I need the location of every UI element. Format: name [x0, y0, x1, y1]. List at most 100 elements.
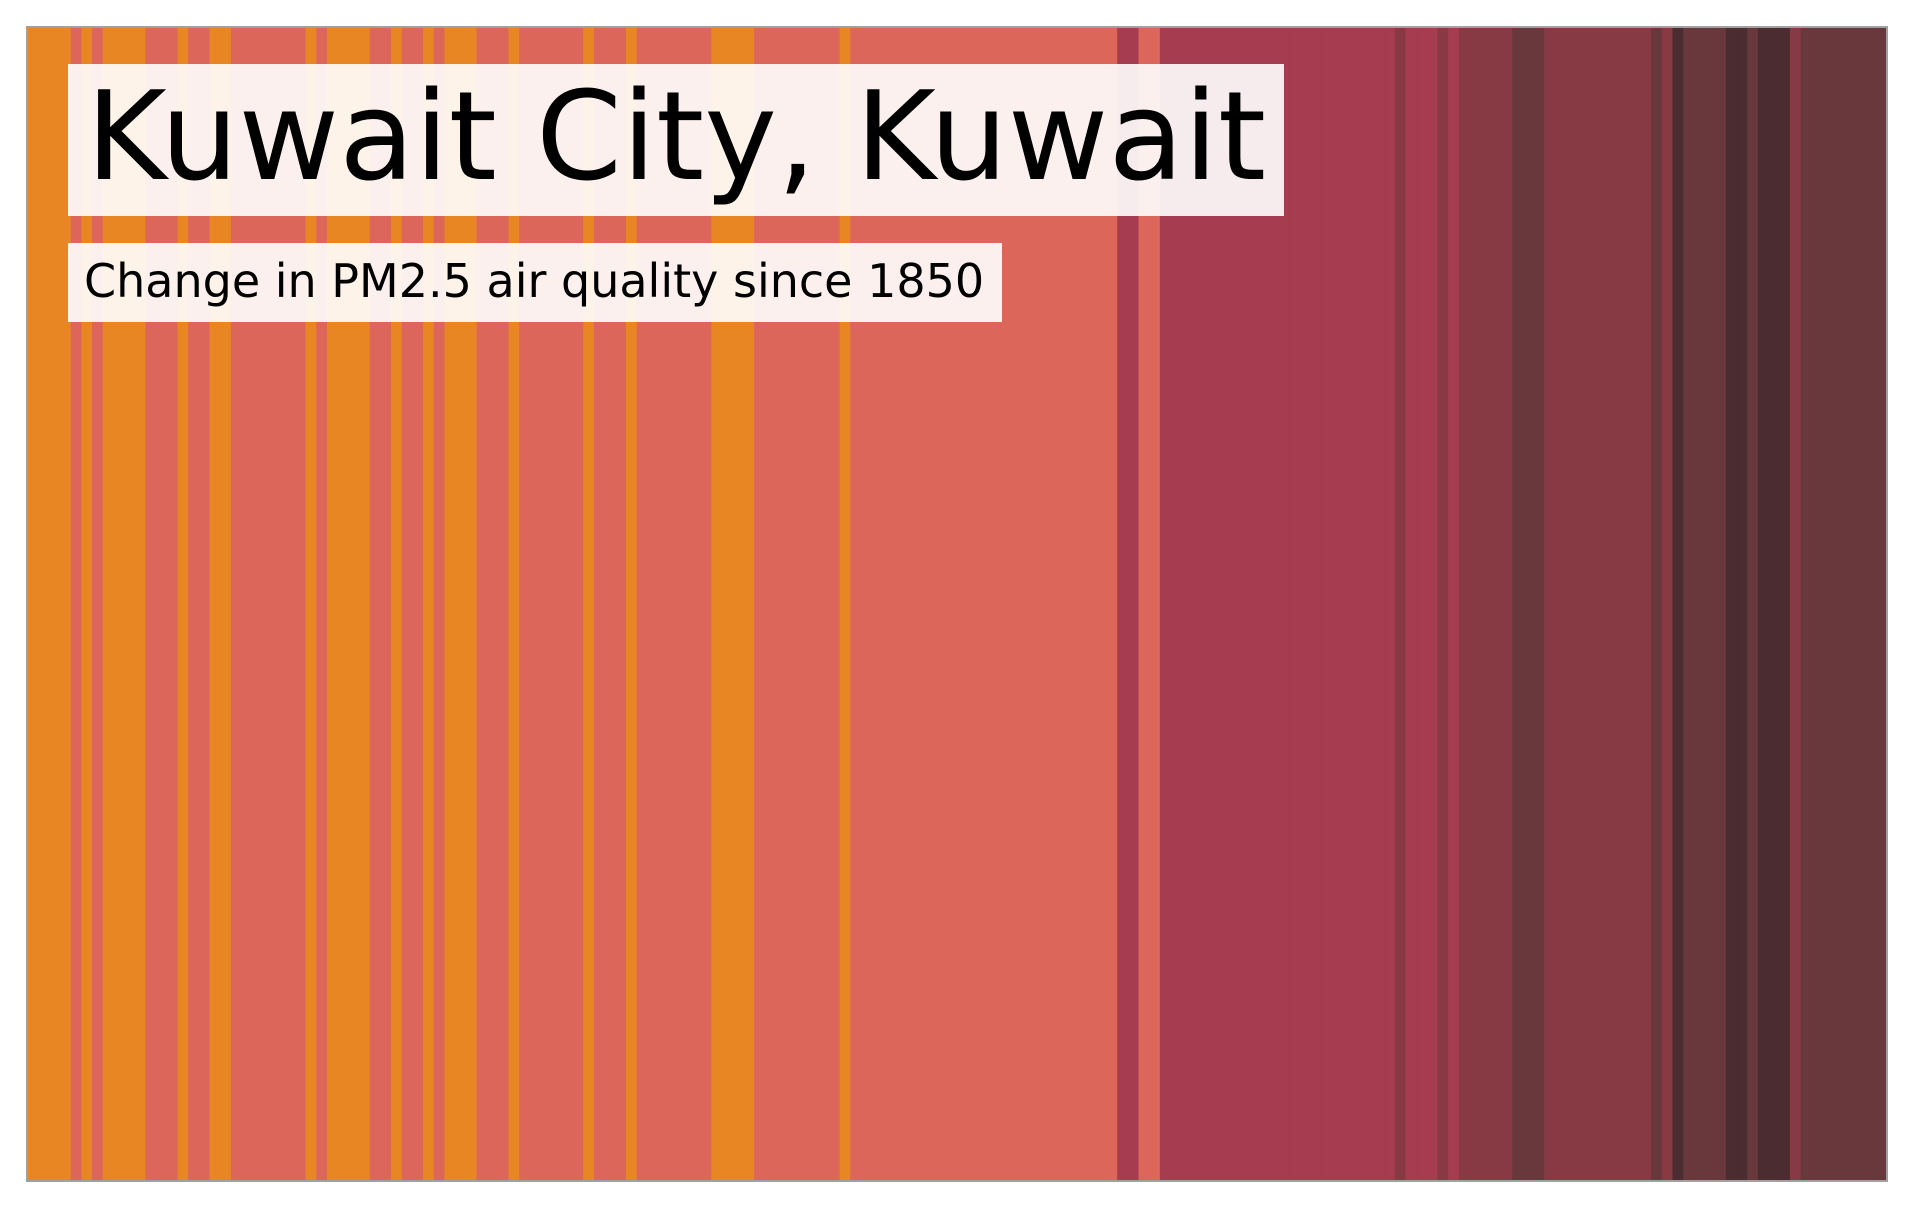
stripe-1961 — [1213, 28, 1225, 1180]
stripe-1900 — [561, 28, 574, 1180]
stripe-1979 — [1405, 28, 1417, 1180]
stripe-1870 — [241, 28, 253, 1180]
stripe-1926 — [839, 28, 851, 1180]
stripe-1988 — [1501, 28, 1513, 1180]
stripe-1874 — [284, 28, 296, 1180]
stripe-1889 — [444, 28, 456, 1180]
stripe-1945 — [1042, 28, 1054, 1180]
stripe-1931 — [892, 28, 905, 1180]
stripe-1911 — [679, 28, 691, 1180]
stripe-1857 — [102, 28, 115, 1180]
stripe-1918 — [754, 28, 766, 1180]
stripe-1952 — [1117, 28, 1129, 1180]
stripe-1868 — [220, 28, 232, 1180]
stripe-1901 — [572, 28, 584, 1180]
stripe-1865 — [188, 28, 200, 1180]
stripe-2010 — [1736, 28, 1748, 1180]
stripe-2011 — [1747, 28, 1759, 1180]
stripe-1917 — [743, 28, 755, 1180]
stripe-1922 — [796, 28, 809, 1180]
stripe-1914 — [711, 28, 723, 1180]
stripe-1877 — [316, 28, 328, 1180]
stripe-2012 — [1757, 28, 1770, 1180]
stripe-1983 — [1448, 28, 1460, 1180]
stripe-1862 — [156, 28, 168, 1180]
stripe-1927 — [850, 28, 862, 1180]
stripe-1934 — [924, 28, 937, 1180]
stripe-2006 — [1693, 28, 1706, 1180]
stripe-1897 — [529, 28, 542, 1180]
stripe-1959 — [1191, 28, 1204, 1180]
stripe-1954 — [1138, 28, 1150, 1180]
stripe-1853 — [60, 28, 72, 1180]
stripe-1935 — [935, 28, 947, 1180]
stripe-2014 — [1779, 28, 1791, 1180]
stripe-1886 — [412, 28, 424, 1180]
stripe-1965 — [1255, 28, 1268, 1180]
stripe-2000 — [1629, 28, 1642, 1180]
stripe-1879 — [337, 28, 349, 1180]
stripe-2017 — [1811, 28, 1823, 1180]
stripe-1916 — [732, 28, 745, 1180]
stripe-1852 — [49, 28, 61, 1180]
stripe-1885 — [401, 28, 414, 1180]
stripe-1963 — [1234, 28, 1246, 1180]
stripe-2022 — [1864, 28, 1876, 1180]
stripe-1975 — [1362, 28, 1375, 1180]
stripe-1936 — [946, 28, 958, 1180]
stripe-1878 — [326, 28, 339, 1180]
stripe-1958 — [1181, 28, 1193, 1180]
stripe-1989 — [1512, 28, 1524, 1180]
stripe-2020 — [1843, 28, 1855, 1180]
chart-subtitle-box: Change in PM2.5 air quality since 1850 — [68, 243, 1003, 322]
stripe-1876 — [305, 28, 317, 1180]
stripe-1895 — [508, 28, 520, 1180]
stripe-1871 — [252, 28, 264, 1180]
stripe-1882 — [369, 28, 381, 1180]
stripe-1919 — [764, 28, 777, 1180]
stripe-1946 — [1053, 28, 1065, 1180]
stripe-1933 — [914, 28, 926, 1180]
stripe-1957 — [1170, 28, 1182, 1180]
stripe-1986 — [1480, 28, 1492, 1180]
stripe-1909 — [658, 28, 670, 1180]
stripe-2003 — [1661, 28, 1674, 1180]
stripe-1992 — [1544, 28, 1556, 1180]
stripe-1854 — [70, 28, 82, 1180]
stripe-1987 — [1490, 28, 1503, 1180]
stripe-1903 — [593, 28, 606, 1180]
stripe-1984 — [1458, 28, 1471, 1180]
stripe-1994 — [1565, 28, 1577, 1180]
stripe-1894 — [497, 28, 510, 1180]
stripe-1949 — [1085, 28, 1097, 1180]
stripe-1899 — [551, 28, 563, 1180]
stripe-1993 — [1554, 28, 1567, 1180]
stripe-1998 — [1608, 28, 1620, 1180]
stripe-1968 — [1288, 28, 1300, 1180]
stripe-1883 — [380, 28, 392, 1180]
stripe-1875 — [294, 28, 307, 1180]
stripe-1913 — [700, 28, 713, 1180]
stripe-1996 — [1587, 28, 1599, 1180]
stripe-1928 — [860, 28, 873, 1180]
stripe-2015 — [1789, 28, 1802, 1180]
stripe-2004 — [1672, 28, 1684, 1180]
stripe-1867 — [209, 28, 221, 1180]
stripe-1941 — [999, 28, 1011, 1180]
stripe-1971 — [1320, 28, 1332, 1180]
stripe-1915 — [722, 28, 734, 1180]
stripe-1850 — [28, 28, 40, 1180]
stripe-1964 — [1245, 28, 1257, 1180]
stripe-1872 — [262, 28, 275, 1180]
stripe-1896 — [519, 28, 531, 1180]
stripe-2005 — [1683, 28, 1695, 1180]
stripe-1956 — [1159, 28, 1172, 1180]
stripe-2007 — [1704, 28, 1716, 1180]
stripe-1873 — [273, 28, 285, 1180]
stripe-1860 — [134, 28, 147, 1180]
chart-subtitle: Change in PM2.5 air quality since 1850 — [84, 254, 985, 308]
chart-title: Kuwait City, Kuwait — [86, 66, 1267, 209]
stripe-1947 — [1063, 28, 1076, 1180]
stripe-1951 — [1106, 28, 1118, 1180]
stripe-1929 — [871, 28, 883, 1180]
